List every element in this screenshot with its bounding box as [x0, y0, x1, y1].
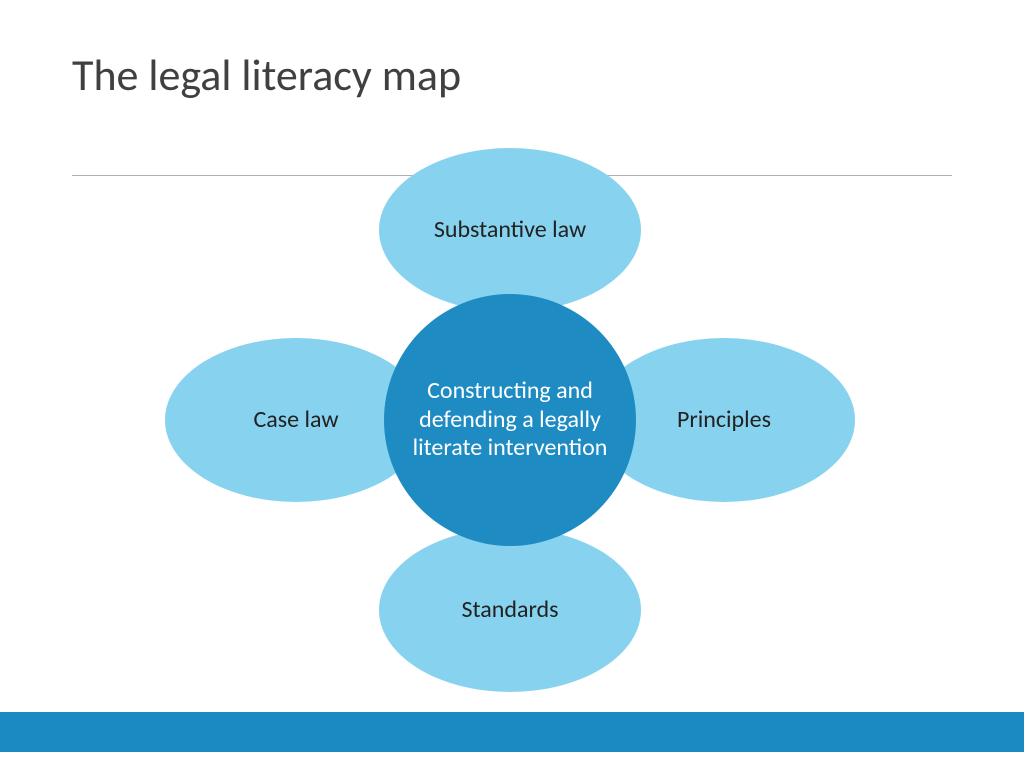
footer-bar: [0, 712, 1024, 752]
ellipse-bottom: Standards: [379, 528, 641, 692]
ellipse-top-label: Substantive law: [434, 216, 586, 245]
center-circle-label: Constructing and defending a legally lit…: [384, 377, 636, 463]
slide-container: { "title": { "text": "The legal literacy…: [0, 0, 1024, 768]
ellipse-bottom-label: Standards: [461, 596, 558, 625]
ellipse-left-label: Case law: [253, 406, 338, 435]
ellipse-right-label: Principles: [677, 406, 771, 435]
ellipse-top: Substantive law: [379, 148, 641, 312]
center-circle: Constructing and defending a legally lit…: [384, 294, 636, 546]
slide-title: The legal literacy map: [72, 48, 461, 102]
